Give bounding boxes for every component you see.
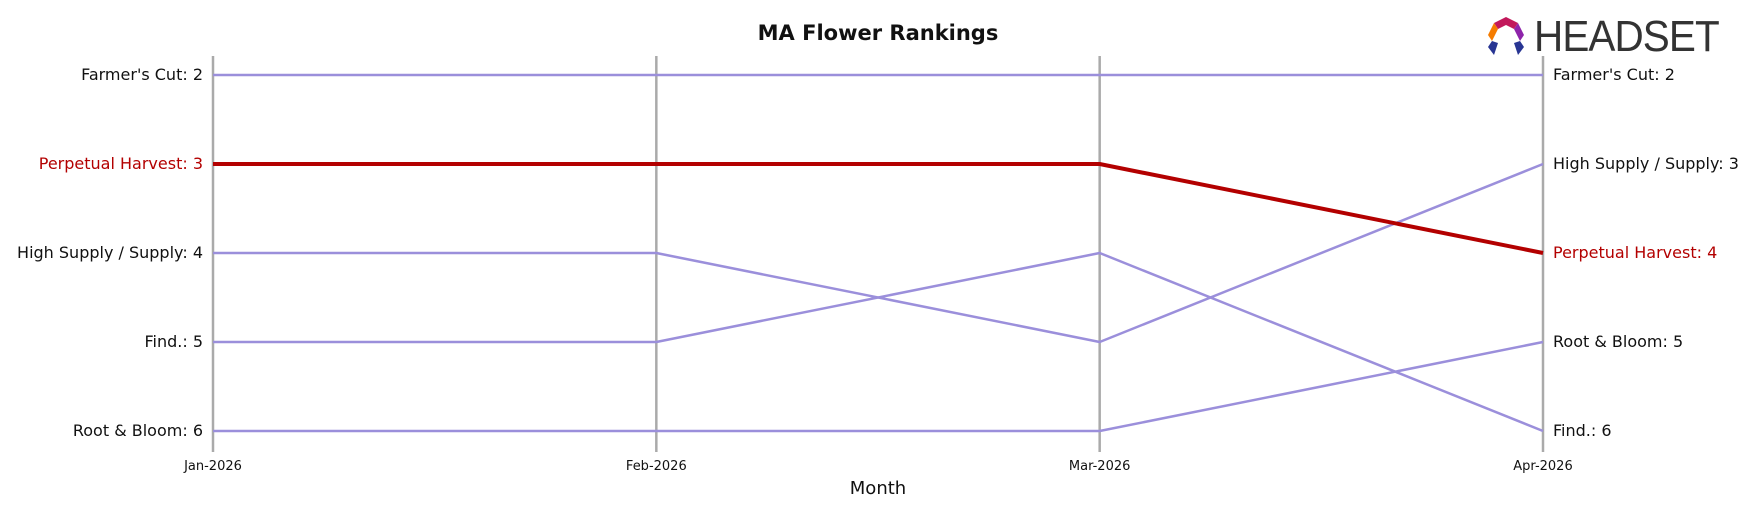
right-rank-label: Farmer's Cut: 2 xyxy=(1553,65,1675,84)
left-rank-labels: Farmer's Cut: 2 Perpetual Harvest: 3 High … xyxy=(17,65,203,440)
series-line-find- xyxy=(213,251,1544,433)
left-rank-label: Farmer's Cut: 2 xyxy=(81,65,203,84)
series-line-root-bloom xyxy=(213,340,1544,433)
chart-title: MA Flower Rankings xyxy=(758,21,999,45)
x-tick-label: Feb-2026 xyxy=(626,459,687,474)
right-rank-label: Perpetual Harvest: 4 xyxy=(1553,243,1717,262)
headset-logo-icon xyxy=(1488,17,1524,55)
x-axis-label: Month xyxy=(850,478,906,499)
right-rank-label: Root & Bloom: 5 xyxy=(1553,332,1683,351)
right-rank-labels: Farmer's Cut: 2 Perpetual Harvest: 4 High … xyxy=(1553,65,1739,440)
right-rank-label: High Supply / Supply: 3 xyxy=(1553,154,1739,173)
left-rank-label: High Supply / Supply: 4 xyxy=(17,243,203,262)
logo-wordmark: HEADSET xyxy=(1534,12,1720,61)
x-tick-label: Jan-2026 xyxy=(183,459,242,474)
series-line-perpetual-harvest xyxy=(213,162,1544,255)
x-tick-label: Mar-2026 xyxy=(1069,459,1130,474)
series-line-high-supply-supply xyxy=(213,162,1544,344)
headset-logo: HEADSET xyxy=(1484,12,1735,62)
right-rank-label: Find.: 6 xyxy=(1553,421,1612,440)
left-rank-label: Root & Bloom: 6 xyxy=(73,421,203,440)
series-lines xyxy=(213,73,1544,433)
left-rank-label: Perpetual Harvest: 3 xyxy=(39,154,203,173)
x-tick-label: Apr-2026 xyxy=(1513,459,1572,474)
left-rank-label: Find.: 5 xyxy=(144,332,203,351)
x-axis-ticks: Jan-2026 Feb-2026 Mar-2026 Apr-2026 xyxy=(183,459,1573,474)
